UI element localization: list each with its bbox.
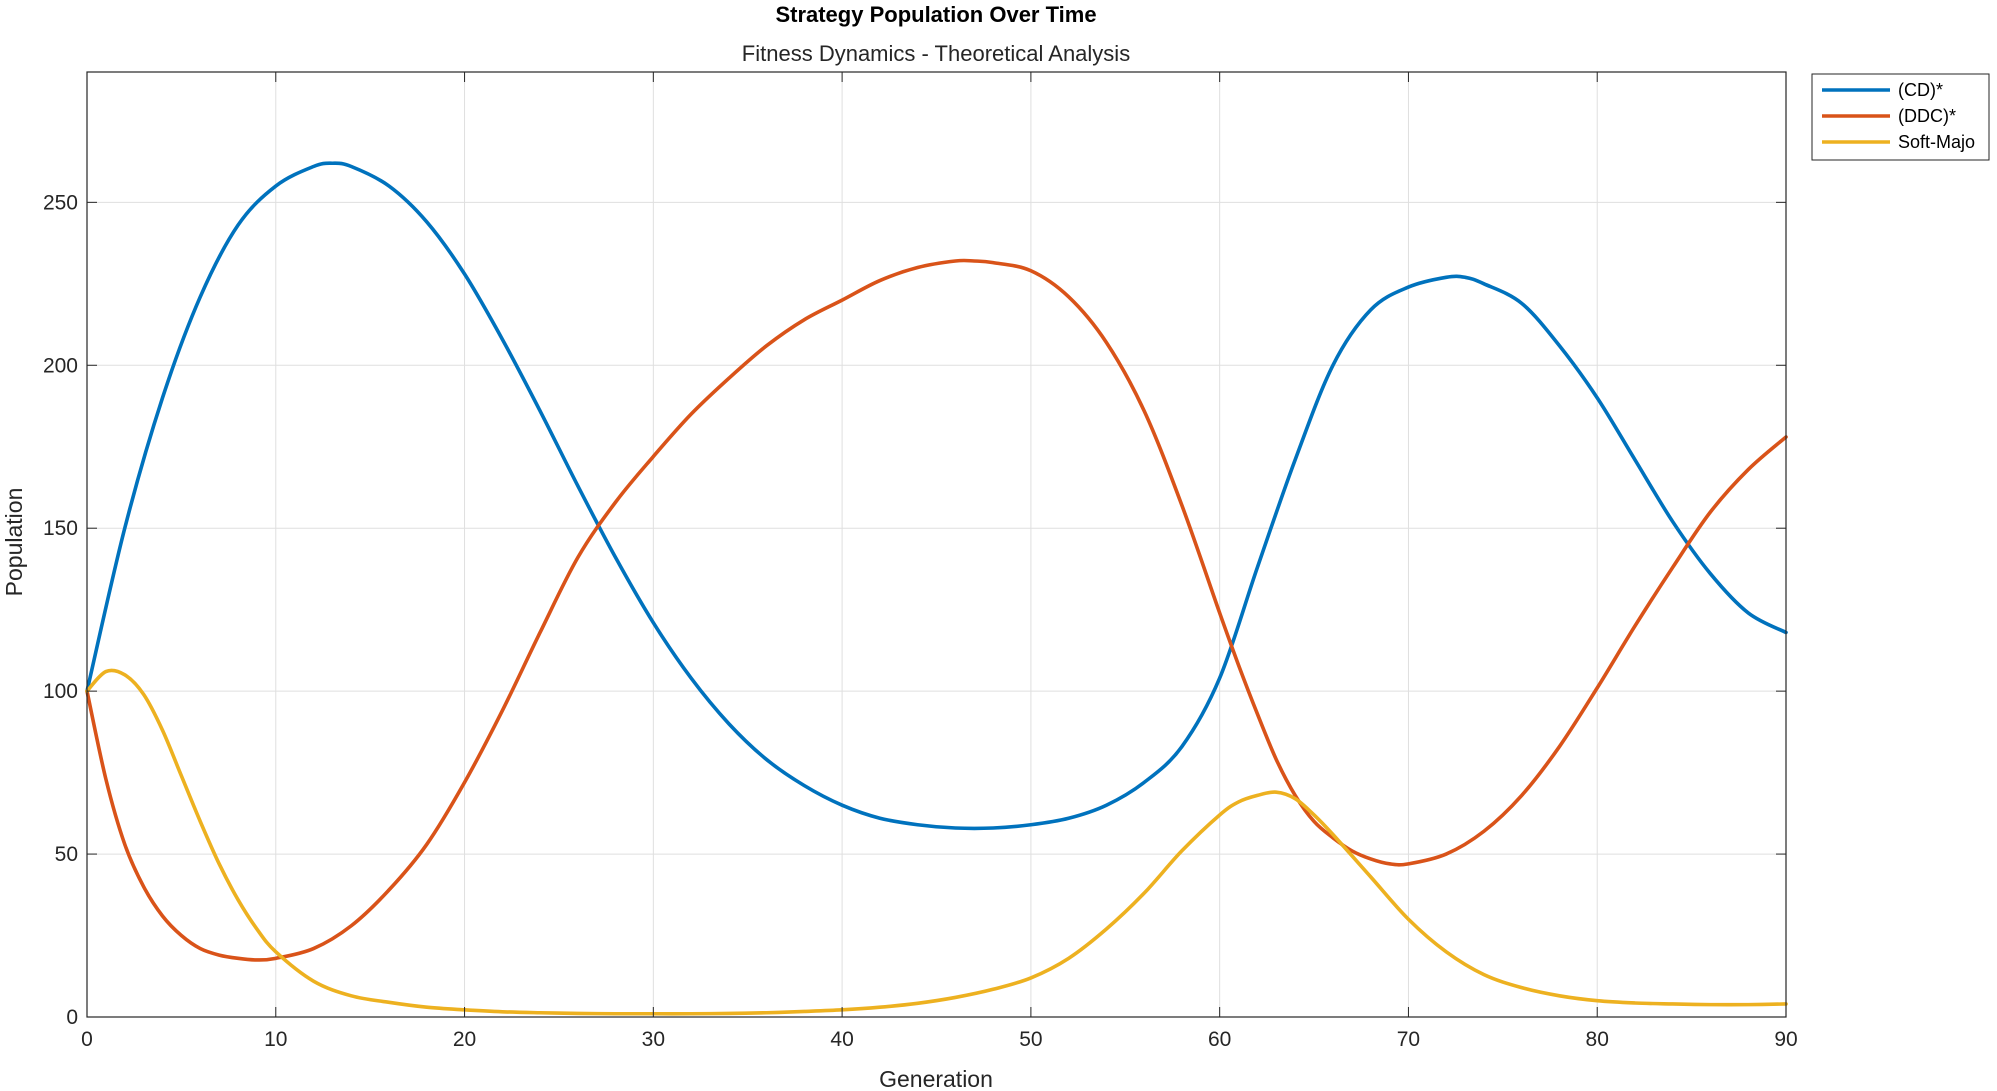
x-tick-label: 90 xyxy=(1774,1028,1797,1051)
x-tick-label: 10 xyxy=(264,1028,287,1051)
x-tick-label: 50 xyxy=(1019,1028,1042,1051)
axes-ticks xyxy=(86,72,1787,1018)
grid xyxy=(87,72,1786,1017)
series-layer xyxy=(85,161,1788,1016)
series-line-2 xyxy=(85,258,1788,962)
x-tick-label: 0 xyxy=(81,1028,93,1051)
x-tick-label: 80 xyxy=(1586,1028,1609,1051)
x-tick-label: 60 xyxy=(1208,1028,1231,1051)
y-tick-label: 100 xyxy=(43,680,78,703)
y-tick-label: 150 xyxy=(43,517,78,540)
series-line-3 xyxy=(85,668,1788,1016)
y-axis-label: Population xyxy=(1,488,27,597)
x-tick-label: 20 xyxy=(453,1028,476,1051)
series-line-1 xyxy=(85,161,1788,831)
legend-entry-1: (CD)* xyxy=(1898,80,1943,100)
y-tick-label: 50 xyxy=(55,843,78,866)
legend-entry-3: Soft-Majo xyxy=(1898,132,1975,152)
legend: (CD)* (DDC)* Soft-Majo xyxy=(1811,73,1990,161)
y-tick-label: 0 xyxy=(66,1006,78,1029)
x-tick-label: 70 xyxy=(1397,1028,1420,1051)
y-tick-label: 200 xyxy=(43,354,78,377)
x-axis-label: Generation xyxy=(879,1066,993,1091)
x-tick-label: 30 xyxy=(642,1028,665,1051)
plot-frame xyxy=(86,71,1787,1018)
x-tick-label: 40 xyxy=(830,1028,853,1051)
tick-labels: 0 10 20 30 40 50 60 70 80 90 0 50 100 150 200 250 xyxy=(43,191,1798,1051)
y-tick-label: 250 xyxy=(43,191,78,214)
legend-entry-2: (DDC)* xyxy=(1898,106,1956,126)
plot-area xyxy=(87,72,1786,1017)
chart-title: Strategy Population Over Time xyxy=(775,2,1096,27)
chart-subtitle: Fitness Dynamics - Theoretical Analysis xyxy=(742,41,1130,66)
